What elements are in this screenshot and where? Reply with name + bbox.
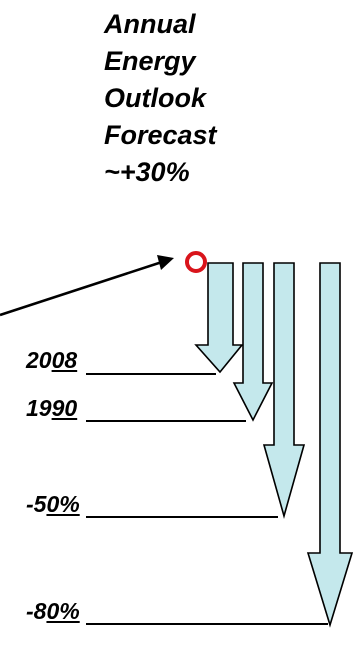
reduction-arrow-2008: [194, 262, 244, 374]
title-line-forecast: Forecast: [104, 120, 217, 150]
level-label-80-underlined: 0%: [46, 598, 80, 624]
pointer-arrow-icon: [0, 255, 174, 317]
level-label-80: -80%: [26, 598, 80, 624]
level-label-50-underlined: 0%: [46, 491, 80, 517]
level-label-1990: 1990: [26, 395, 77, 421]
level-label-2008: 2008: [26, 347, 77, 373]
level-label-50: -50%: [26, 491, 80, 517]
title-line-outlook: Outlook: [104, 83, 206, 113]
level-label-2008-underlined: 08: [51, 347, 78, 373]
level-label-1990-prefix: 19: [26, 395, 52, 421]
title-line-energy: Energy: [104, 46, 196, 76]
title-line-annual: Annual: [104, 9, 196, 39]
reduction-arrow-1990: [232, 262, 274, 422]
title-line-percent: ~+30%: [104, 157, 190, 187]
circle-marker-icon: [185, 251, 207, 273]
level-label-80-prefix: -8: [26, 598, 47, 624]
forecast-title: Annual Energy Outlook Forecast ~+30%: [104, 6, 217, 191]
level-label-2008-prefix: 20: [26, 347, 52, 373]
level-label-50-prefix: -5: [26, 491, 47, 517]
reduction-arrow-80: [306, 262, 354, 628]
reduction-arrow-50: [262, 262, 306, 519]
level-label-1990-underlined: 90: [51, 395, 78, 421]
